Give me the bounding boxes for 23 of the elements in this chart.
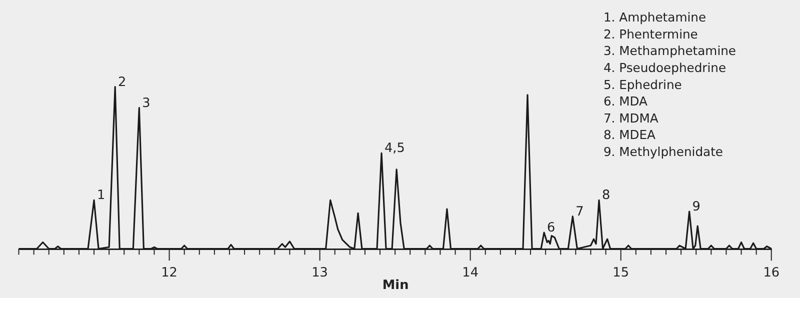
annotation: 5. Ephedrine bbox=[603, 78, 682, 92]
annotation: 8 bbox=[602, 188, 610, 204]
annotation: 3 bbox=[142, 96, 150, 111]
annotation: 6. MDA bbox=[603, 94, 648, 109]
annotation: 9. Methylphenidate bbox=[603, 144, 723, 159]
text: 3. Methamphetamine bbox=[603, 44, 736, 58]
annotation: 2 bbox=[118, 74, 126, 90]
x-tick-label: 15 bbox=[612, 265, 630, 280]
x-tick-label: 16 bbox=[763, 265, 780, 280]
text: 4. Pseudoephedrine bbox=[603, 60, 726, 75]
annotation: 8. MDEA bbox=[603, 128, 656, 142]
annotation: 1 bbox=[96, 188, 106, 204]
annotation: 7. MDMA bbox=[603, 111, 659, 126]
x-tick-label: 12 bbox=[161, 265, 178, 280]
annotation: 9 bbox=[692, 200, 700, 215]
x-axis-title: Min bbox=[382, 278, 409, 293]
annotation: 7 bbox=[576, 204, 584, 220]
x-tick-label: 14 bbox=[462, 265, 478, 280]
annotation: 4,5 bbox=[384, 141, 405, 156]
text: 2. Phentermine bbox=[603, 27, 698, 42]
annotation: 6 bbox=[547, 220, 556, 236]
text: 1. Amphetamine bbox=[603, 10, 706, 25]
x-tick-label: 13 bbox=[312, 265, 328, 280]
